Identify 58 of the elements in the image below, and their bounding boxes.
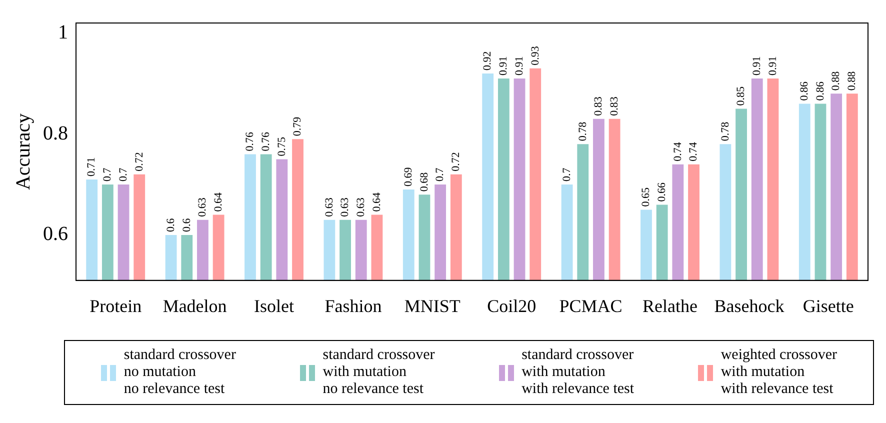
x-tick-label: Coil20 bbox=[487, 296, 536, 316]
data-label: 0.65 bbox=[640, 186, 652, 207]
x-tick-label: Madelon bbox=[162, 296, 227, 316]
data-label: 0.86 bbox=[798, 81, 811, 101]
data-label: 0.68 bbox=[418, 172, 430, 192]
data-label: 0.83 bbox=[592, 96, 605, 116]
data-label: 0.64 bbox=[370, 192, 383, 212]
data-label: 0.78 bbox=[719, 121, 732, 142]
legend-label: standard crossover no mutation no relevance test bbox=[124, 347, 236, 398]
data-label: 0.63 bbox=[323, 197, 336, 217]
data-label: 0.72 bbox=[133, 152, 146, 172]
data-label: 0.6 bbox=[164, 218, 177, 232]
data-label: 0.69 bbox=[402, 166, 415, 187]
x-tick-label: Protein bbox=[90, 296, 142, 316]
data-label: 0.74 bbox=[688, 142, 700, 162]
data-label: 0.76 bbox=[260, 131, 272, 152]
data-label: 0.88 bbox=[846, 70, 858, 91]
data-label: 0.72 bbox=[450, 152, 462, 172]
data-label: 0.91 bbox=[513, 56, 526, 76]
x-tick-label: Relathe bbox=[642, 296, 698, 316]
data-label: 0.74 bbox=[672, 142, 684, 162]
data-label: 0.91 bbox=[498, 56, 510, 76]
x-tick-label: MNIST bbox=[404, 296, 460, 316]
legend-label: standard crossover with mutation no relevance test bbox=[322, 347, 435, 398]
data-label: 0.76 bbox=[244, 131, 256, 152]
data-label: 0.93 bbox=[529, 46, 542, 66]
data-label: 0.6 bbox=[180, 218, 193, 232]
data-label: 0.79 bbox=[292, 116, 304, 136]
x-tick-label: Fashion bbox=[324, 296, 382, 316]
data-label: 0.91 bbox=[751, 56, 764, 76]
data-label: 0.88 bbox=[830, 70, 842, 91]
data-label: 0.7 bbox=[117, 167, 130, 182]
data-label: 0.83 bbox=[608, 96, 620, 116]
data-label: 0.63 bbox=[355, 197, 368, 217]
data-label: 0.7 bbox=[102, 167, 114, 182]
y-tick-label: 1 bbox=[58, 21, 68, 44]
data-label: 0.75 bbox=[276, 136, 288, 156]
data-label: 0.64 bbox=[212, 192, 224, 212]
data-label: 0.7 bbox=[560, 167, 573, 182]
data-label: 0.66 bbox=[656, 182, 668, 202]
data-label: 0.86 bbox=[814, 81, 826, 101]
data-label: 0.91 bbox=[766, 56, 779, 76]
y-tick-label: 0.6 bbox=[43, 223, 68, 246]
y-tick-label: 0.8 bbox=[43, 122, 68, 144]
x-tick-label: Basehock bbox=[714, 296, 784, 316]
x-tick-label: PCMAC bbox=[559, 296, 622, 316]
data-label: 0.71 bbox=[86, 157, 98, 176]
data-label: 0.78 bbox=[576, 121, 589, 142]
data-label: 0.63 bbox=[339, 197, 352, 217]
data-label: 0.92 bbox=[482, 51, 494, 70]
legend-label: weighted crossover with mutation with relevance test bbox=[720, 347, 838, 398]
x-tick-label: Gisette bbox=[802, 296, 854, 316]
x-tick-label: Isolet bbox=[254, 296, 294, 316]
legend-label: standard crossover with mutation with relevance test bbox=[522, 347, 634, 398]
data-label: 0.63 bbox=[196, 197, 209, 217]
data-label: 0.85 bbox=[735, 86, 748, 106]
y-axis-title: Accuracy bbox=[12, 113, 34, 190]
data-label: 0.7 bbox=[434, 167, 446, 182]
